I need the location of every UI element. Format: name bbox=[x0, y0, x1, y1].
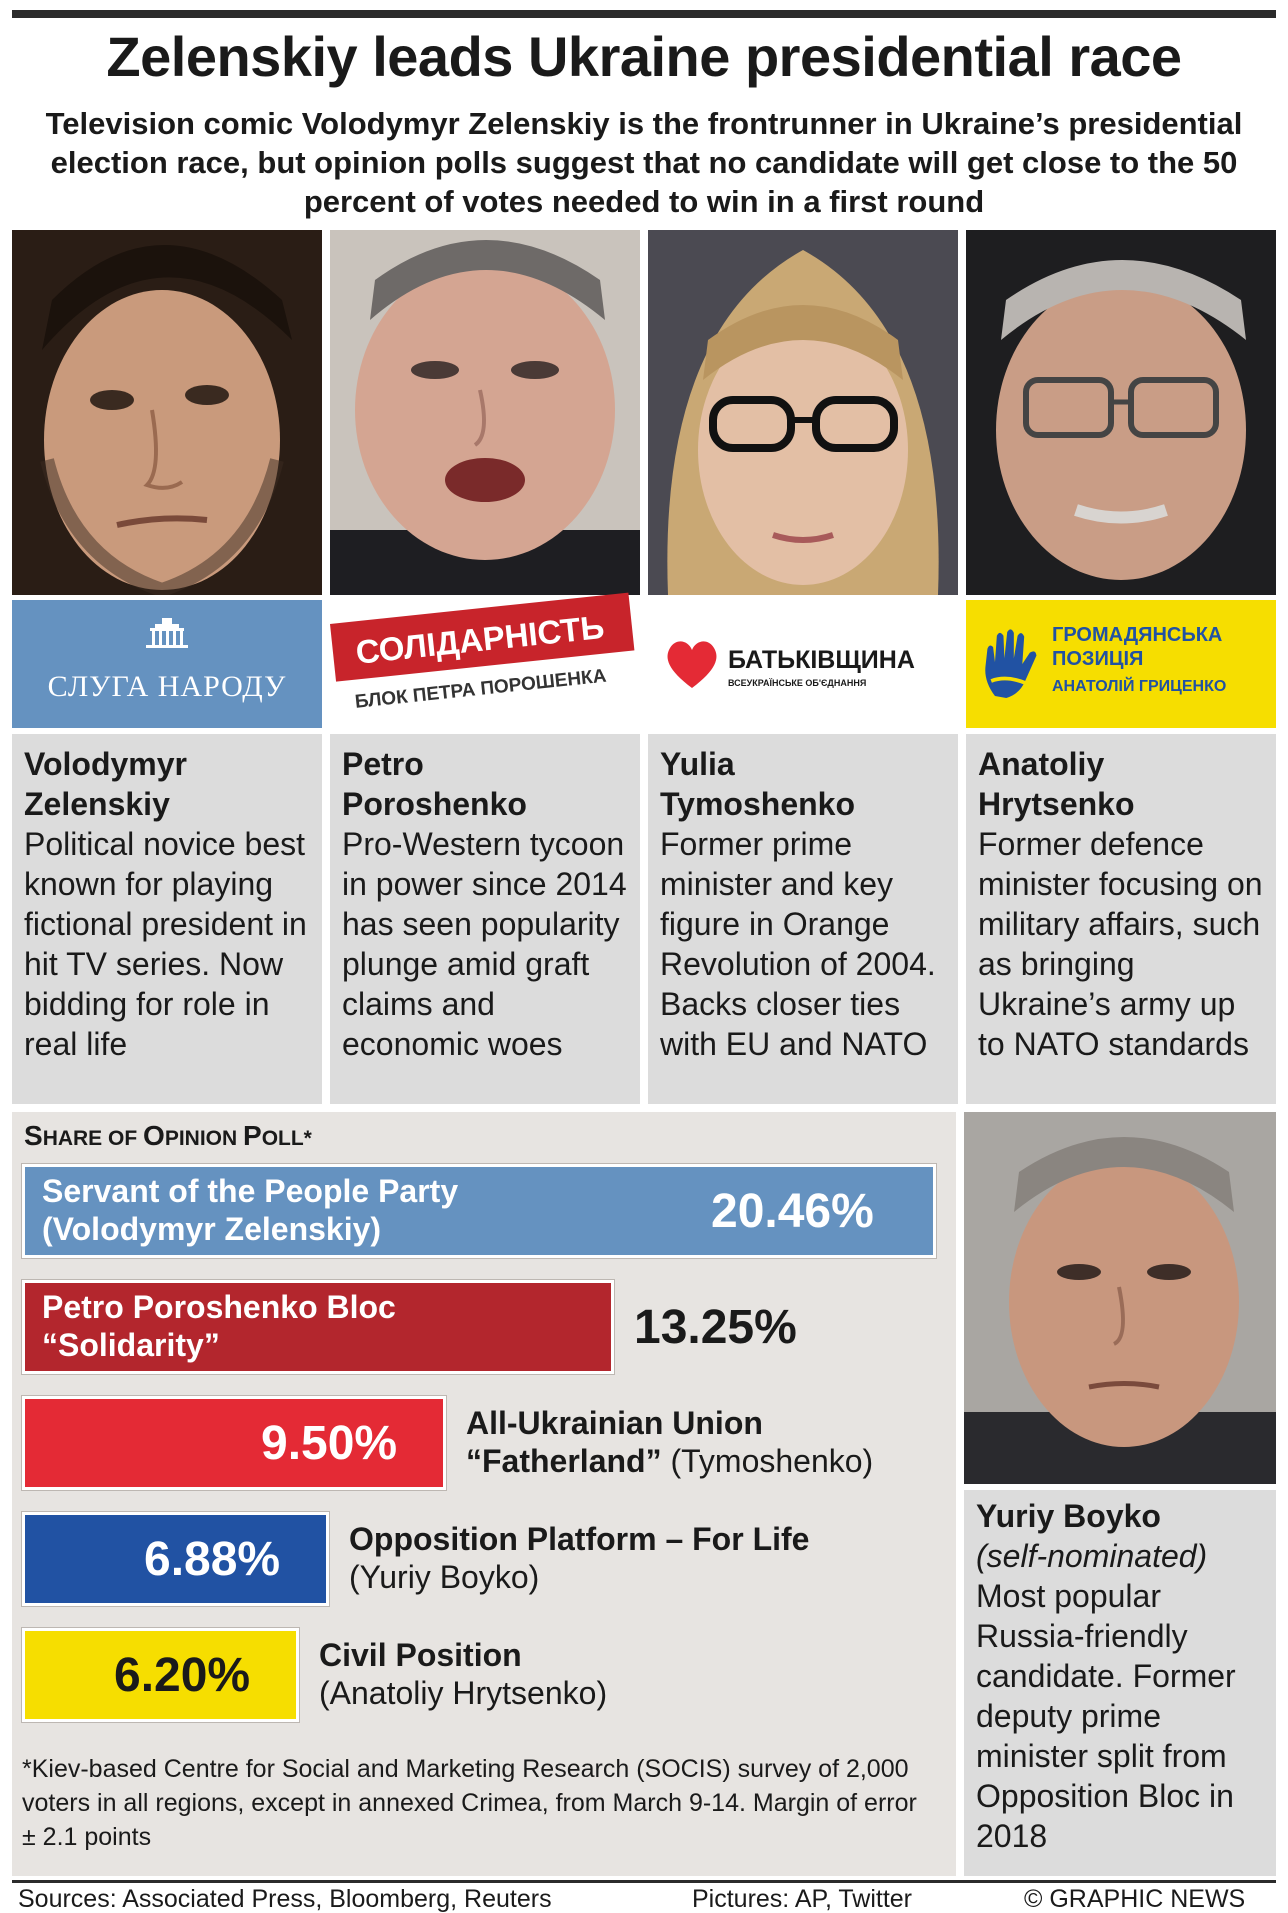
bio-zelenskiy: Volodymyr Zelenskiy Political novice bes… bbox=[12, 734, 322, 1104]
page-title: Zelenskiy leads Ukraine presidential rac… bbox=[106, 25, 1182, 88]
photo-poroshenko bbox=[330, 230, 640, 595]
bio-description: Most popular Russia-friendly candidate. … bbox=[976, 1578, 1236, 1854]
bottom-rule bbox=[12, 1880, 1276, 1883]
logo-servant-of-the-people: СЛУГА НАРОДУ bbox=[12, 600, 322, 728]
chart-title: SHARE OF OPINION POLL* bbox=[24, 1120, 312, 1151]
heart-icon bbox=[667, 641, 717, 688]
value-label-opposition-platform: 6.88% bbox=[144, 1533, 281, 1586]
bar-solidarity bbox=[22, 1280, 614, 1374]
portrait-zelenskiy-image bbox=[12, 230, 322, 595]
bar-label-opposition-platform: Opposition Platform – For Life (Yuriy Bo… bbox=[349, 1521, 810, 1595]
value-label-servant-of-the-people: 20.46% bbox=[711, 1185, 874, 1238]
logo-civil-text-2: ПОЗИЦІЯ bbox=[1052, 648, 1144, 670]
bar-label-servant-of-the-people: Servant of the People Party (Volodymyr Z… bbox=[42, 1173, 459, 1247]
bio-note: (self-nominated) bbox=[976, 1538, 1208, 1574]
photo-boyko bbox=[964, 1112, 1276, 1484]
photo-tymoshenko bbox=[648, 230, 958, 595]
bio-name-line2: Hrytsenko bbox=[978, 786, 1135, 822]
bar-label-fatherland: All-Ukrainian Union “Fatherland” (Tymosh… bbox=[466, 1405, 874, 1479]
bio-name-line1: Anatoliy bbox=[978, 746, 1105, 782]
logo-fatherland-subtext: ВСЕУКРАЇНСЬКЕ ОБ'ЄДНАННЯ bbox=[728, 678, 867, 688]
bio-boyko: Yuriy Boyko (self-nominated) Most popula… bbox=[964, 1490, 1276, 1876]
footer-pictures: Pictures: AP, Twitter bbox=[692, 1885, 913, 1913]
footer-credit: © GRAPHIC NEWS bbox=[1024, 1885, 1246, 1913]
bio-name-line2: Zelenskiy bbox=[24, 786, 170, 822]
portrait-hrytsenko-image bbox=[966, 230, 1276, 595]
logo-solidarity: СОЛІДАРНІСТЬ БЛОК ПЕТРА ПОРОШЕНКА bbox=[330, 592, 640, 728]
bar-servant-of-the-people bbox=[22, 1164, 936, 1258]
logo-servant-text: СЛУГА НАРОДУ bbox=[47, 670, 287, 703]
logo-civil-text-1: ГРОМАДЯНСЬКА bbox=[1052, 624, 1223, 646]
bio-name-line2: Tymoshenko bbox=[660, 786, 855, 822]
raised-hand-icon bbox=[985, 629, 1037, 698]
portrait-tymoshenko-image bbox=[648, 230, 958, 595]
portrait-boyko-image bbox=[964, 1112, 1276, 1484]
bio-hrytsenko: Anatoliy Hrytsenko Former defence minist… bbox=[966, 734, 1276, 1104]
footer-sources: Sources: Associated Press, Bloomberg, Re… bbox=[18, 1885, 552, 1913]
chart-footnote: *Kiev-based Centre for Social and Market… bbox=[22, 1755, 917, 1851]
bar-label-civil-position: Civil Position (Anatoliy Hrytsenko) bbox=[319, 1637, 608, 1711]
logo-fatherland: БАТЬКІВЩИНА ВСЕУКРАЇНСЬКЕ ОБ'ЄДНАННЯ bbox=[648, 600, 958, 728]
bar-civil-position bbox=[22, 1628, 299, 1722]
top-rule bbox=[12, 10, 1276, 18]
bio-description: Pro-Western tycoon in power since 2014 h… bbox=[342, 826, 627, 1062]
bar-label-solidarity: Petro Poroshenko Bloc “Solidarity” bbox=[42, 1289, 396, 1363]
photo-hrytsenko bbox=[966, 230, 1276, 595]
capitol-icon bbox=[146, 618, 188, 648]
value-label-fatherland: 9.50% bbox=[261, 1417, 398, 1470]
bio-description: Former prime minister and key figure in … bbox=[660, 826, 936, 1062]
page-subtitle: Television comic Volodymyr Zelenskiy is … bbox=[45, 106, 1243, 219]
bio-name-line2: Poroshenko bbox=[342, 786, 527, 822]
bio-poroshenko: Petro Poroshenko Pro-Western tycoon in p… bbox=[330, 734, 640, 1104]
bio-name-line1: Petro bbox=[342, 746, 424, 782]
poll-chart: SHARE OF OPINION POLL* Servant of the Pe… bbox=[12, 1112, 956, 1876]
bio-description: Political novice best known for playing … bbox=[24, 826, 307, 1062]
bio-tymoshenko: Yulia Tymoshenko Former prime minister a… bbox=[648, 734, 958, 1104]
portrait-poroshenko-image bbox=[330, 230, 640, 595]
logo-civil-subtext: АНАТОЛІЙ ГРИЦЕНКО bbox=[1052, 678, 1227, 695]
bio-description: Former defence minister focusing on mili… bbox=[978, 826, 1263, 1062]
logo-civil-position: ГРОМАДЯНСЬКА ПОЗИЦІЯ АНАТОЛІЙ ГРИЦЕНКО bbox=[966, 600, 1276, 728]
bio-name-line1: Yulia bbox=[660, 746, 735, 782]
value-label-solidarity: 13.25% bbox=[634, 1301, 797, 1354]
logo-fatherland-text: БАТЬКІВЩИНА bbox=[728, 646, 915, 674]
bar-opposition-platform bbox=[22, 1512, 329, 1606]
bio-name-line1: Volodymyr bbox=[24, 746, 187, 782]
bio-name: Yuriy Boyko bbox=[976, 1498, 1161, 1534]
photo-zelenskiy bbox=[12, 230, 322, 595]
value-label-civil-position: 6.20% bbox=[114, 1649, 251, 1702]
bar-fatherland bbox=[22, 1396, 446, 1490]
